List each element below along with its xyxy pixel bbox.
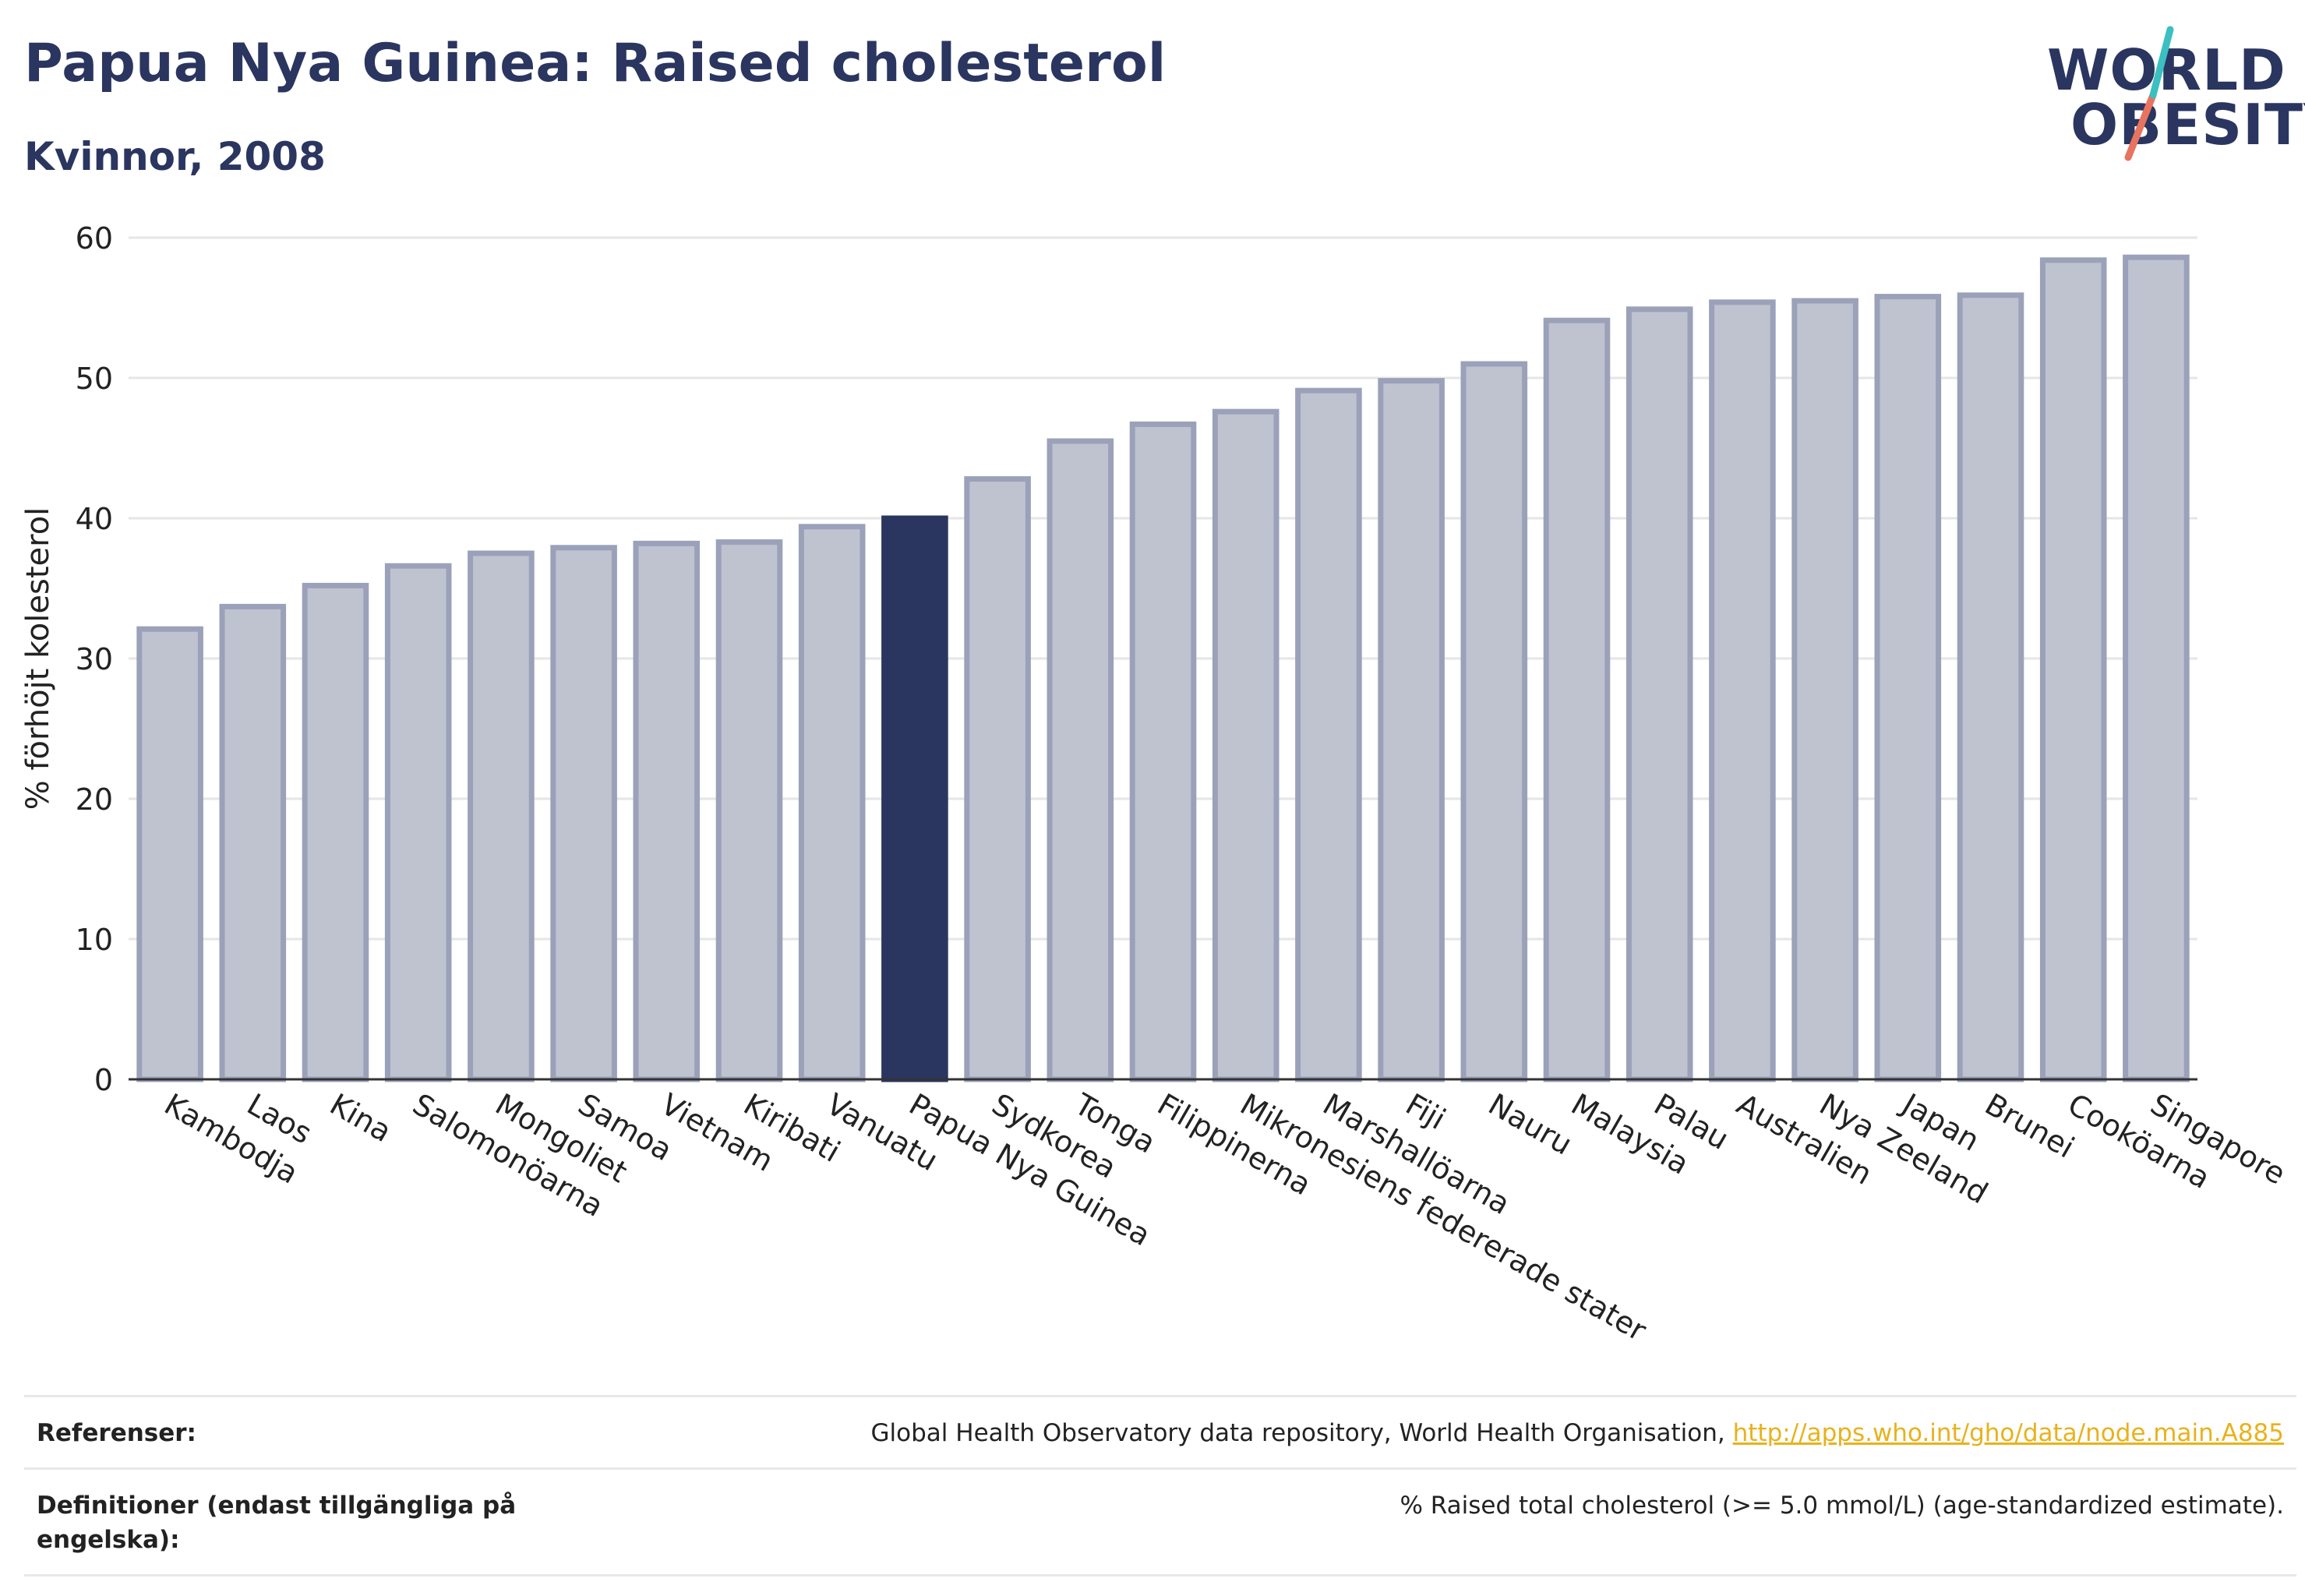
- bar: [219, 603, 287, 1082]
- bar: [1129, 421, 1197, 1082]
- y-tick-label: 10: [76, 923, 113, 957]
- bar: [1378, 378, 1445, 1082]
- references-label: Referenser:: [37, 1419, 196, 1447]
- bar: [2123, 254, 2190, 1082]
- bar: [715, 539, 783, 1082]
- x-tick-label: Kina: [324, 1087, 397, 1149]
- bar: [302, 582, 369, 1082]
- bar: [550, 545, 617, 1082]
- bar: [1957, 292, 2024, 1082]
- bar: [2039, 257, 2107, 1082]
- bar: [136, 626, 203, 1082]
- bar: [468, 550, 535, 1082]
- bar: [1791, 298, 1858, 1082]
- chart-subtitle: Kvinnor, 2008: [24, 134, 326, 179]
- bars: [136, 254, 2190, 1082]
- bar: [1047, 438, 1114, 1082]
- bar: [384, 563, 452, 1082]
- bar: [1212, 408, 1280, 1082]
- chart-title: Papua Nya Guinea: Raised cholesterol: [24, 33, 1167, 94]
- bar: [1460, 361, 1528, 1082]
- footer-table: Referenser: Global Health Observatory da…: [24, 1395, 2296, 1577]
- y-tick-label: 50: [76, 362, 113, 396]
- world-obesity-logo: WORLD OBESITY: [2038, 23, 2305, 164]
- references-value: Global Health Observatory data repositor…: [871, 1416, 2284, 1450]
- references-text: Global Health Observatory data repositor…: [870, 1419, 1733, 1447]
- y-tick-label: 40: [76, 502, 113, 536]
- y-axis-label: % förhöjt kolesterol: [20, 507, 56, 810]
- references-link[interactable]: http://apps.who.int/gho/data/node.main.A…: [1732, 1419, 2284, 1447]
- definitions-value: % Raised total cholesterol (>= 5.0 mmol/…: [1400, 1492, 2284, 1520]
- bar: [798, 524, 866, 1082]
- definitions-label: Definitioner (endast tillgängliga på eng…: [37, 1492, 517, 1554]
- references-row: Referenser: Global Health Observatory da…: [24, 1395, 2296, 1467]
- y-tick-label: 60: [76, 221, 113, 256]
- bar: [964, 476, 1031, 1082]
- bar: [1626, 306, 1693, 1082]
- y-tick-label: 20: [76, 782, 113, 817]
- y-tick-label: 0: [94, 1063, 113, 1097]
- bar: [1709, 299, 1776, 1082]
- definitions-row: Definitioner (endast tillgängliga på eng…: [24, 1467, 2296, 1577]
- x-tick-label: Nauru: [1483, 1087, 1578, 1162]
- bar: [1543, 317, 1611, 1082]
- bar: [1874, 294, 1942, 1082]
- bar-highlighted: [881, 515, 948, 1082]
- x-tick-label: Brunei: [1979, 1087, 2080, 1165]
- logo-text-line2: OBESITY: [2070, 92, 2305, 157]
- y-tick-labels: 0 10 20 30 40 50 60: [76, 221, 113, 1097]
- bar: [633, 540, 701, 1082]
- bar: [1295, 387, 1362, 1082]
- y-tick-label: 30: [76, 642, 113, 676]
